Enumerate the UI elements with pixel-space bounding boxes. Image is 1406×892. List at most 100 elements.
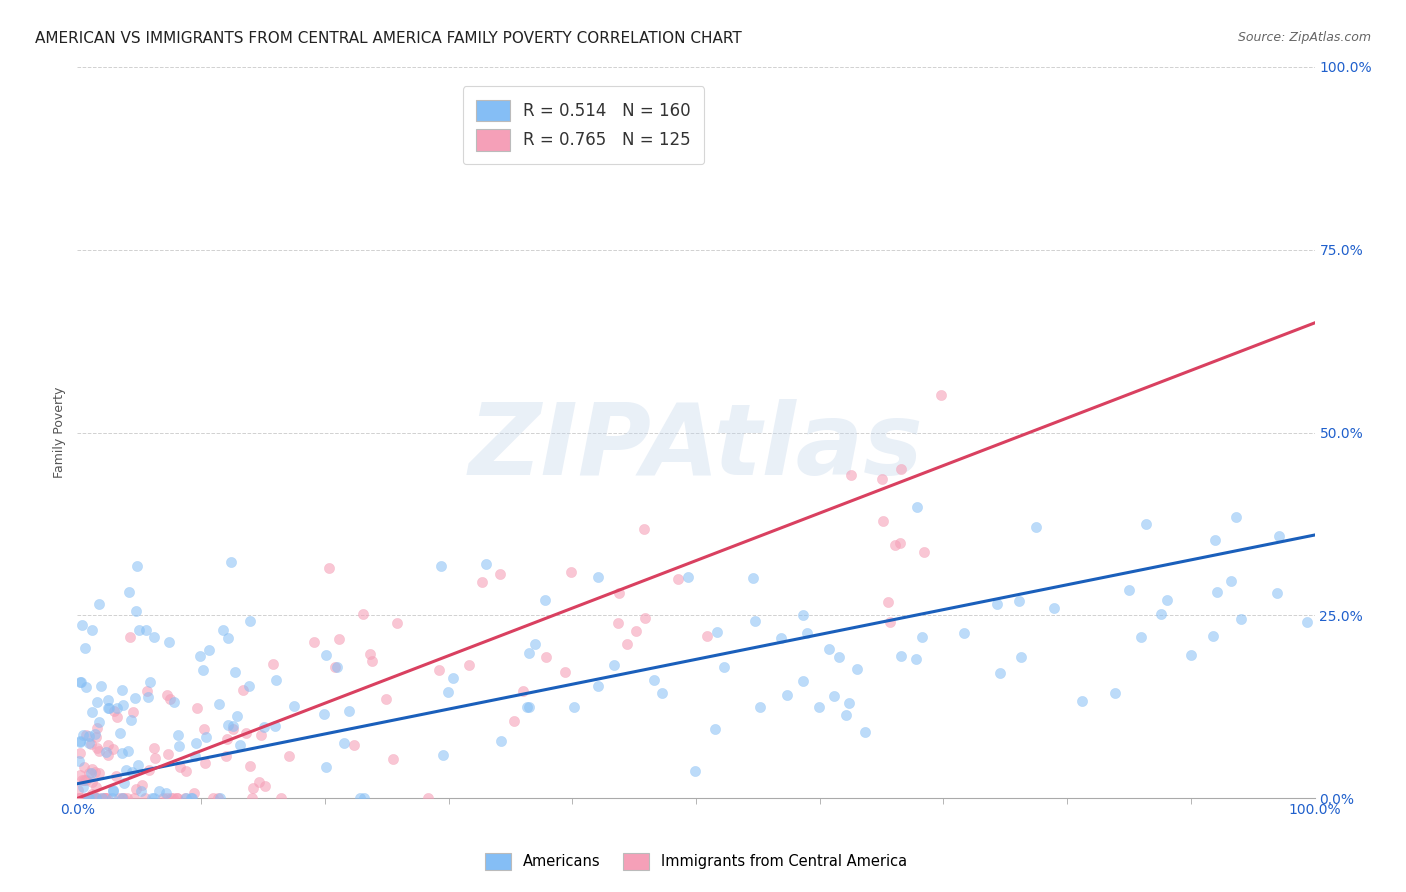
- Point: [97, 701, 120, 715]
- Point: [86, 791, 108, 805]
- Point: [73, 772, 96, 787]
- Point: [1025, 519, 1047, 533]
- Point: [217, 632, 239, 646]
- Legend: Americans, Immigrants from Central America: Americans, Immigrants from Central Ameri…: [478, 846, 914, 878]
- Point: [651, 686, 673, 700]
- Point: [534, 649, 557, 664]
- Point: [89, 715, 111, 730]
- Point: [835, 707, 858, 722]
- Point: [67, 791, 90, 805]
- Point: [683, 764, 706, 779]
- Point: [1118, 582, 1140, 597]
- Point: [104, 769, 127, 783]
- Point: [91, 791, 114, 805]
- Point: [169, 759, 191, 773]
- Point: [72, 728, 94, 742]
- Point: [776, 689, 799, 703]
- Point: [180, 791, 202, 805]
- Point: [359, 648, 381, 662]
- Point: [101, 791, 124, 805]
- Point: [343, 738, 366, 752]
- Point: [603, 657, 626, 672]
- Point: [606, 616, 628, 631]
- Point: [70, 773, 93, 788]
- Point: [98, 700, 121, 714]
- Point: [503, 714, 526, 728]
- Point: [94, 791, 117, 805]
- Point: [474, 557, 496, 571]
- Point: [125, 782, 148, 797]
- Point: [1265, 586, 1288, 600]
- Point: [247, 774, 270, 789]
- Point: [84, 791, 107, 805]
- Point: [643, 673, 665, 687]
- Point: [457, 657, 479, 672]
- Point: [1135, 516, 1157, 531]
- Point: [912, 545, 935, 559]
- Point: [89, 744, 111, 758]
- Point: [84, 765, 107, 780]
- Point: [929, 388, 952, 402]
- Point: [517, 700, 540, 714]
- Point: [226, 709, 249, 723]
- Point: [128, 623, 150, 637]
- Point: [616, 637, 638, 651]
- Point: [75, 728, 97, 742]
- Point: [952, 626, 974, 640]
- Point: [337, 704, 360, 718]
- Point: [77, 765, 100, 780]
- Point: [136, 683, 159, 698]
- Point: [111, 791, 134, 805]
- Point: [1156, 593, 1178, 607]
- Point: [159, 691, 181, 706]
- Point: [325, 659, 347, 673]
- Point: [97, 748, 120, 763]
- Point: [1043, 601, 1066, 615]
- Point: [1219, 574, 1241, 588]
- Point: [115, 764, 138, 778]
- Point: [84, 727, 107, 741]
- Point: [125, 604, 148, 618]
- Point: [222, 722, 245, 736]
- Point: [69, 746, 91, 760]
- Point: [174, 791, 197, 805]
- Point: [94, 745, 117, 759]
- Point: [82, 623, 104, 637]
- Point: [69, 791, 91, 805]
- Point: [105, 700, 128, 714]
- Point: [283, 699, 305, 714]
- Point: [208, 697, 231, 711]
- Point: [73, 791, 96, 805]
- Point: [173, 791, 195, 805]
- Point: [304, 635, 326, 649]
- Point: [239, 759, 262, 773]
- Point: [152, 791, 174, 805]
- Point: [155, 786, 177, 800]
- Point: [524, 637, 547, 651]
- Point: [385, 615, 408, 630]
- Point: [84, 791, 107, 805]
- Point: [240, 791, 263, 805]
- Point: [1202, 629, 1225, 643]
- Point: [634, 611, 657, 625]
- Point: [75, 791, 97, 805]
- Point: [828, 650, 851, 665]
- Point: [103, 783, 125, 797]
- Point: [198, 643, 221, 657]
- Point: [706, 625, 728, 640]
- Point: [166, 791, 188, 805]
- Point: [534, 592, 557, 607]
- Point: [125, 559, 148, 574]
- Point: [120, 713, 142, 727]
- Point: [166, 791, 188, 805]
- Point: [666, 572, 689, 586]
- Point: [160, 791, 183, 805]
- Point: [890, 648, 912, 663]
- Point: [254, 780, 277, 794]
- Point: [416, 791, 439, 805]
- Point: [432, 747, 454, 762]
- Point: [86, 721, 108, 735]
- Point: [315, 648, 337, 662]
- Point: [853, 725, 876, 739]
- Point: [80, 762, 103, 776]
